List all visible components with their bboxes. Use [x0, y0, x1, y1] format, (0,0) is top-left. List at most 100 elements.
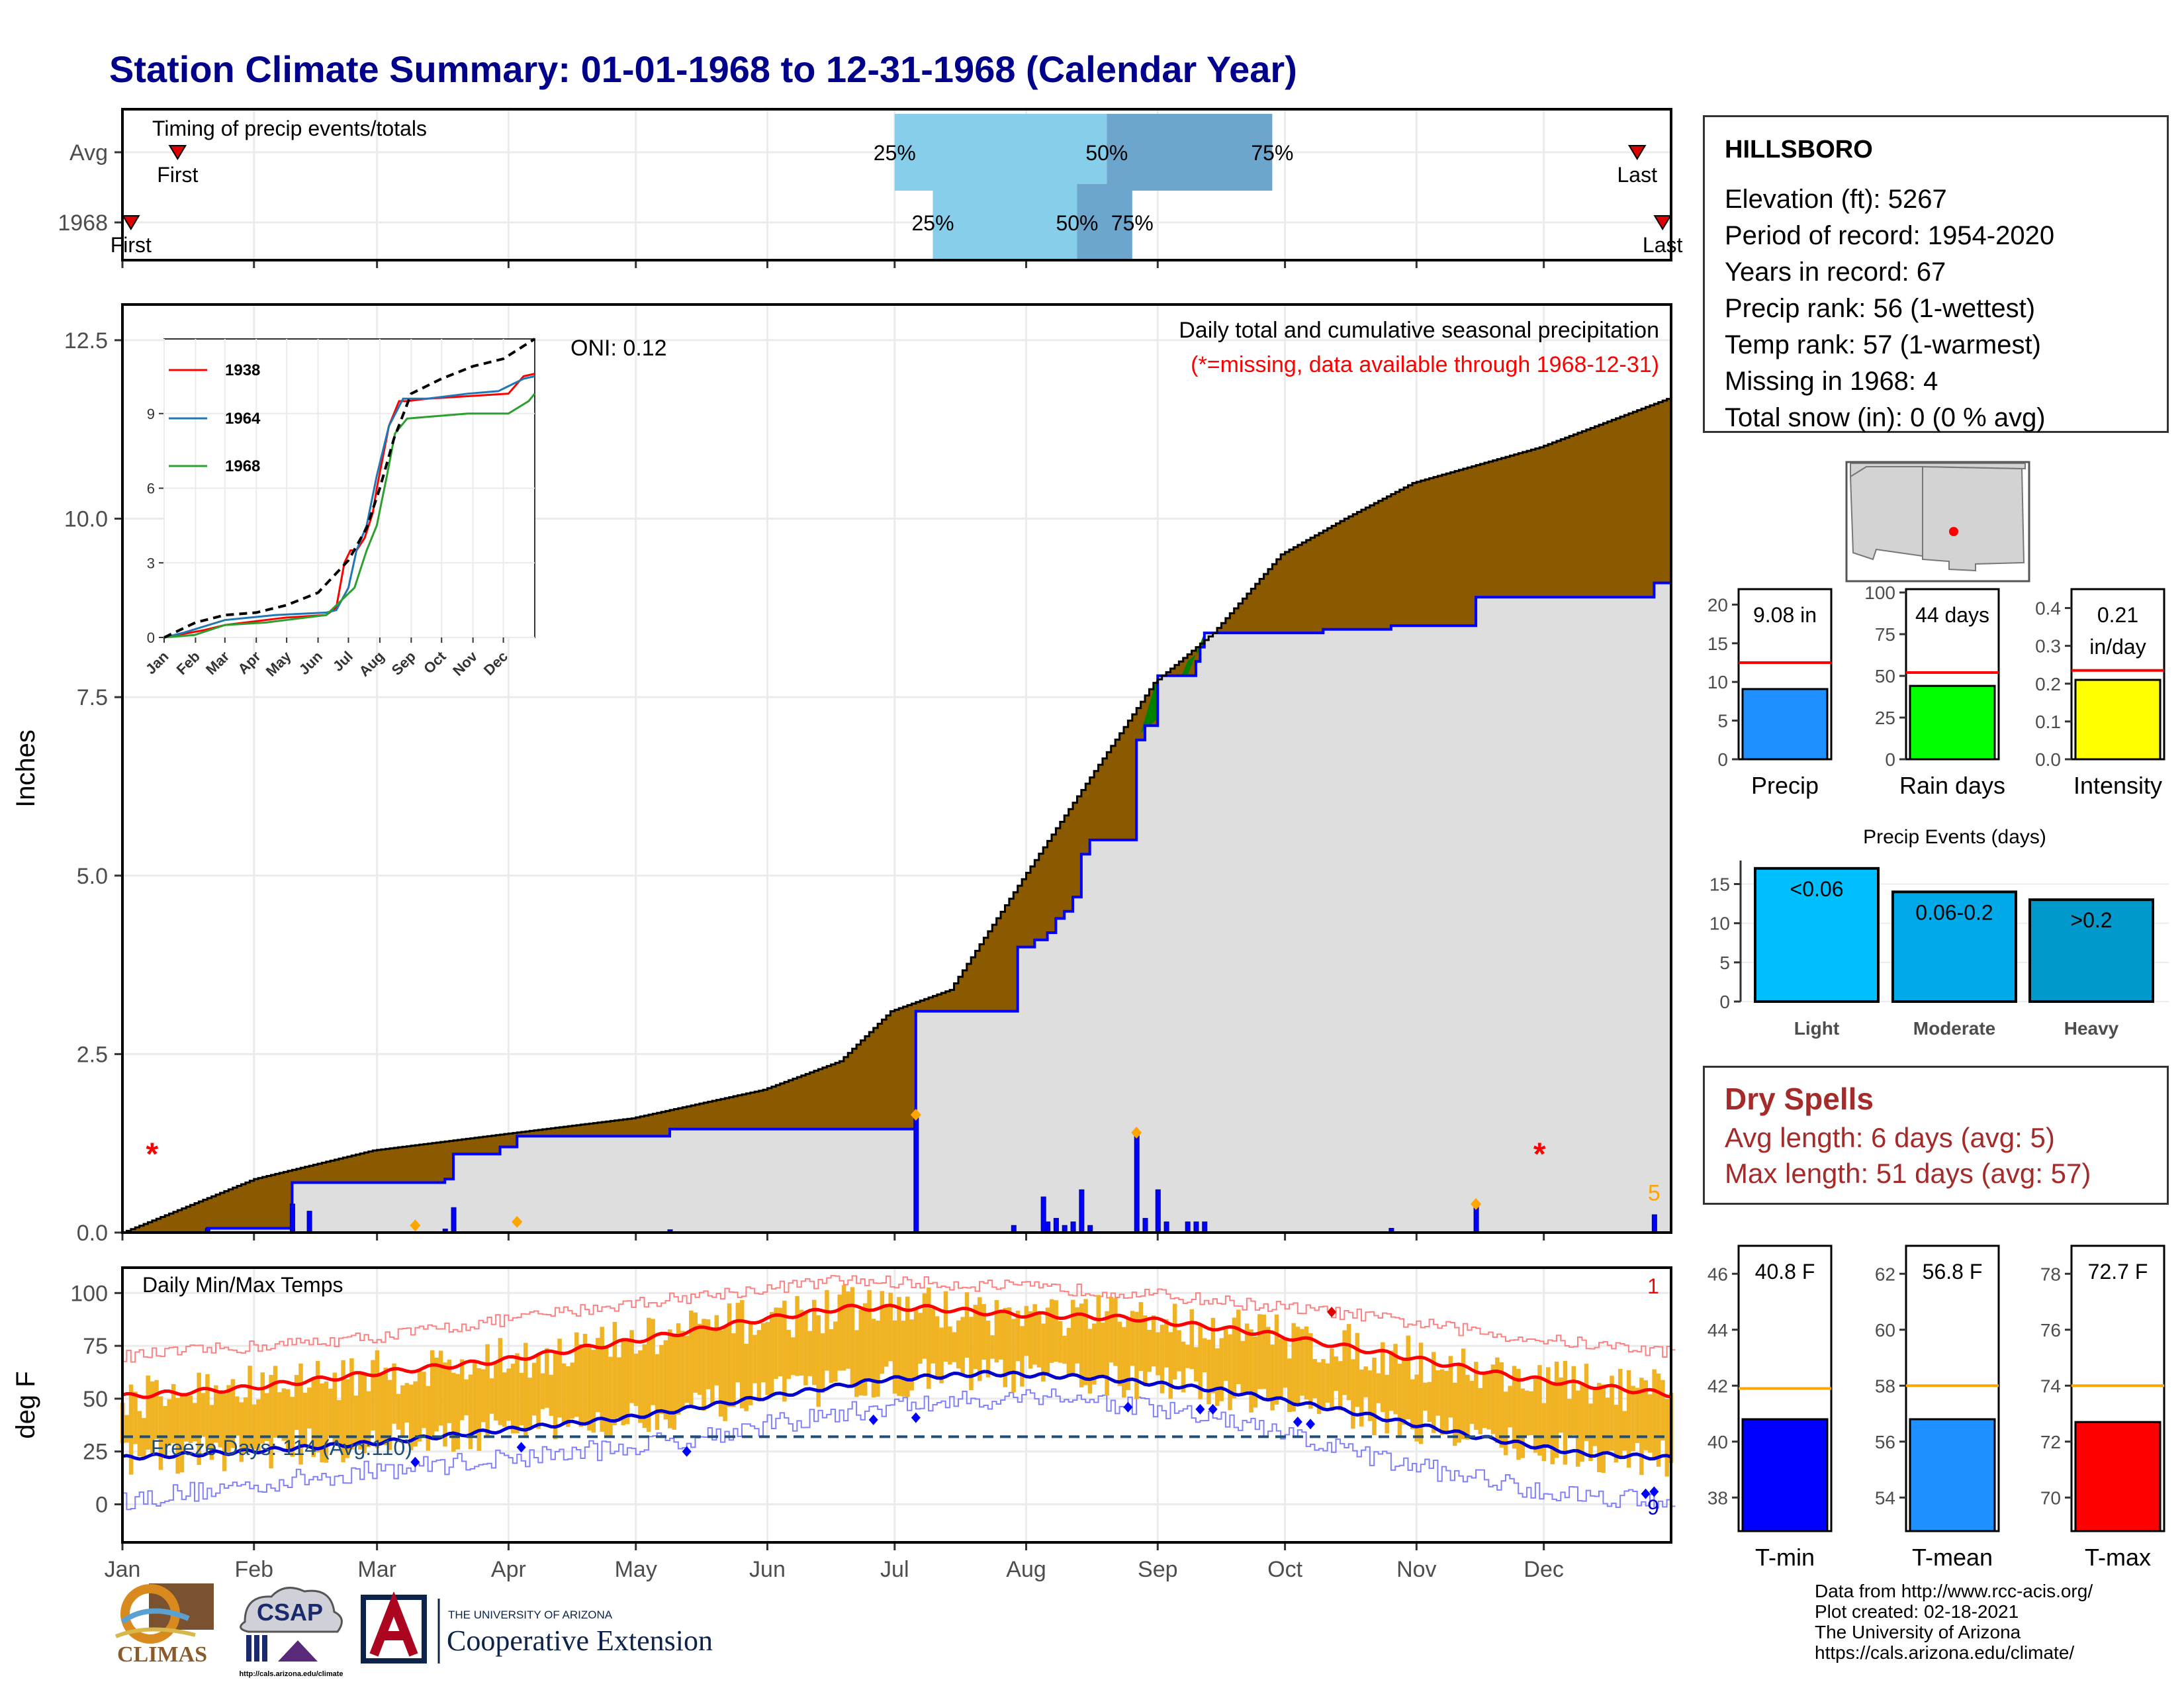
daily-temp-bar [617, 1357, 621, 1418]
daily-temp-bar [1457, 1364, 1461, 1443]
daily-temp-bar [880, 1291, 885, 1374]
intensity-panel-bar [2074, 679, 2161, 761]
daily-temp-bar [320, 1383, 324, 1463]
tmean-panel-axis-label: T-mean [1912, 1544, 1993, 1571]
daily-temp-bar [1228, 1334, 1232, 1411]
daily-temp-bar [1062, 1335, 1067, 1364]
daily-temp-bar [137, 1411, 142, 1457]
tmean-panel-bar [1909, 1418, 1996, 1532]
daily-temp-bar [375, 1350, 380, 1448]
daily-temp-bar [298, 1363, 303, 1465]
intensity-panel: 0.0 0.1 0.2 0.3 0.4 0.21 in/day Intensity [2035, 588, 2165, 799]
temp-y-tick-label: 25 [83, 1440, 108, 1465]
daily-temp-bar [1316, 1362, 1322, 1415]
daily-temp-bar [948, 1326, 952, 1365]
tmin-panel-tick-label: 44 [1707, 1320, 1728, 1340]
tmean-panel-tick-label: 58 [1875, 1376, 1895, 1396]
rain-days-panel-tick-label: 25 [1875, 708, 1895, 728]
daily-temp-bar [1410, 1379, 1415, 1430]
daily-temp-bar [1160, 1325, 1165, 1393]
tmean-panel-value-label: 56.8 F [1923, 1260, 1983, 1284]
precip-events-tick-label: 0 [1719, 992, 1730, 1012]
record-low-marker [1649, 1486, 1659, 1497]
daily-temp-bar [527, 1378, 532, 1430]
daily-temp-bar [1185, 1344, 1190, 1368]
missing-day-marker: * [1533, 1137, 1546, 1172]
rain-days-panel-value-label: 44 days [1915, 603, 1989, 627]
daily-precip-bar [1155, 1189, 1161, 1233]
rain-days-panel: 0 25 50 75 100 44 days Rain days [1864, 583, 2005, 799]
daily-temp-bar [600, 1327, 604, 1432]
daily-temp-bar [1388, 1350, 1394, 1411]
daily-temp-bar [807, 1331, 813, 1376]
daily-temp-bar [999, 1311, 1003, 1360]
daily-temp-bar [1499, 1362, 1504, 1448]
daily-temp-bar [927, 1287, 931, 1389]
precip-frame [121, 303, 1672, 1234]
daily-precip-bar [1651, 1214, 1657, 1233]
daily-temp-bar [714, 1315, 719, 1385]
month-label: Dec [1524, 1557, 1563, 1582]
daily-temp-bar [1147, 1330, 1152, 1372]
record-low-marker [410, 1456, 420, 1468]
daily-temp-bar [918, 1313, 923, 1364]
daily-temp-bar [1363, 1366, 1368, 1397]
daily-temp-bar [124, 1415, 129, 1443]
daily-temp-bar [1261, 1315, 1267, 1389]
daily-temp-bar [1050, 1299, 1054, 1363]
timing-bar-25-50 [894, 114, 1107, 191]
daily-precip-bar [913, 1114, 919, 1233]
daily-temp-bar [1584, 1364, 1589, 1441]
daily-temp-bar [1559, 1377, 1563, 1433]
month-label: Sep [1138, 1557, 1178, 1582]
daily-temp-bar [693, 1312, 698, 1393]
daily-temp-bar [404, 1383, 410, 1423]
daily-temp-bar [1312, 1358, 1317, 1399]
daily-temp-bar [608, 1356, 613, 1437]
intensity-panel-tick-label: 0.3 [2035, 636, 2061, 657]
daily-temp-bar [1172, 1303, 1177, 1380]
daily-temp-bar [345, 1379, 350, 1458]
inset-legend-label: 1964 [225, 410, 261, 428]
first-event-label: First [157, 163, 198, 187]
station-missing: Missing in 1968: 4 [1725, 367, 1938, 396]
temp-y-tick-label: 100 [70, 1281, 108, 1306]
daily-temp-bar [1376, 1373, 1381, 1403]
daily-temp-bar [434, 1357, 439, 1432]
timing-p75-label: 75% [1251, 141, 1293, 165]
daily-temp-bar [341, 1360, 345, 1462]
daily-temp-bar [269, 1374, 273, 1469]
daily-temp-bar [408, 1384, 414, 1450]
precip-event-category-label: Moderate [1913, 1018, 1995, 1039]
daily-temp-bar [841, 1285, 846, 1371]
daily-temp-bar [1215, 1348, 1220, 1407]
daily-temp-bar [960, 1317, 965, 1376]
inset-series-line [163, 393, 536, 639]
station-snow: Total snow (in): 0 (0 % avg) [1725, 403, 2046, 432]
daily-temp-bar [1486, 1372, 1491, 1430]
daily-precip-bar [1079, 1189, 1085, 1233]
daily-temp-bar [473, 1360, 477, 1435]
daily-temp-bar [426, 1385, 431, 1451]
daily-temp-bar [396, 1393, 401, 1430]
tmax-panel-value-label: 72.7 F [2088, 1260, 2148, 1284]
daily-temp-bar [876, 1320, 880, 1397]
daily-precip-bar [1185, 1221, 1191, 1233]
tmin-panel-tick-label: 46 [1707, 1264, 1728, 1284]
month-label: Oct [1267, 1557, 1302, 1582]
daily-temp-bar [506, 1368, 511, 1421]
daily-temp-bar [1321, 1359, 1326, 1408]
daily-temp-bar [718, 1330, 723, 1417]
climas-logo-text: CLIMAS [117, 1642, 207, 1667]
daily-temp-bar [358, 1374, 363, 1450]
daily-temp-bar [1431, 1352, 1436, 1433]
daily-temp-bar [1334, 1356, 1339, 1391]
daily-temp-bar [260, 1372, 265, 1444]
daily-temp-bar [570, 1362, 575, 1419]
rain-days-panel-axis-label: Rain days [1899, 772, 2005, 799]
daily-temp-bar [1045, 1307, 1050, 1376]
rain-days-panel-tick-label: 100 [1864, 583, 1895, 603]
tmin-panel-bar [1741, 1418, 1829, 1532]
daily-temp-bar [761, 1323, 766, 1383]
daily-temp-bar [531, 1362, 537, 1416]
